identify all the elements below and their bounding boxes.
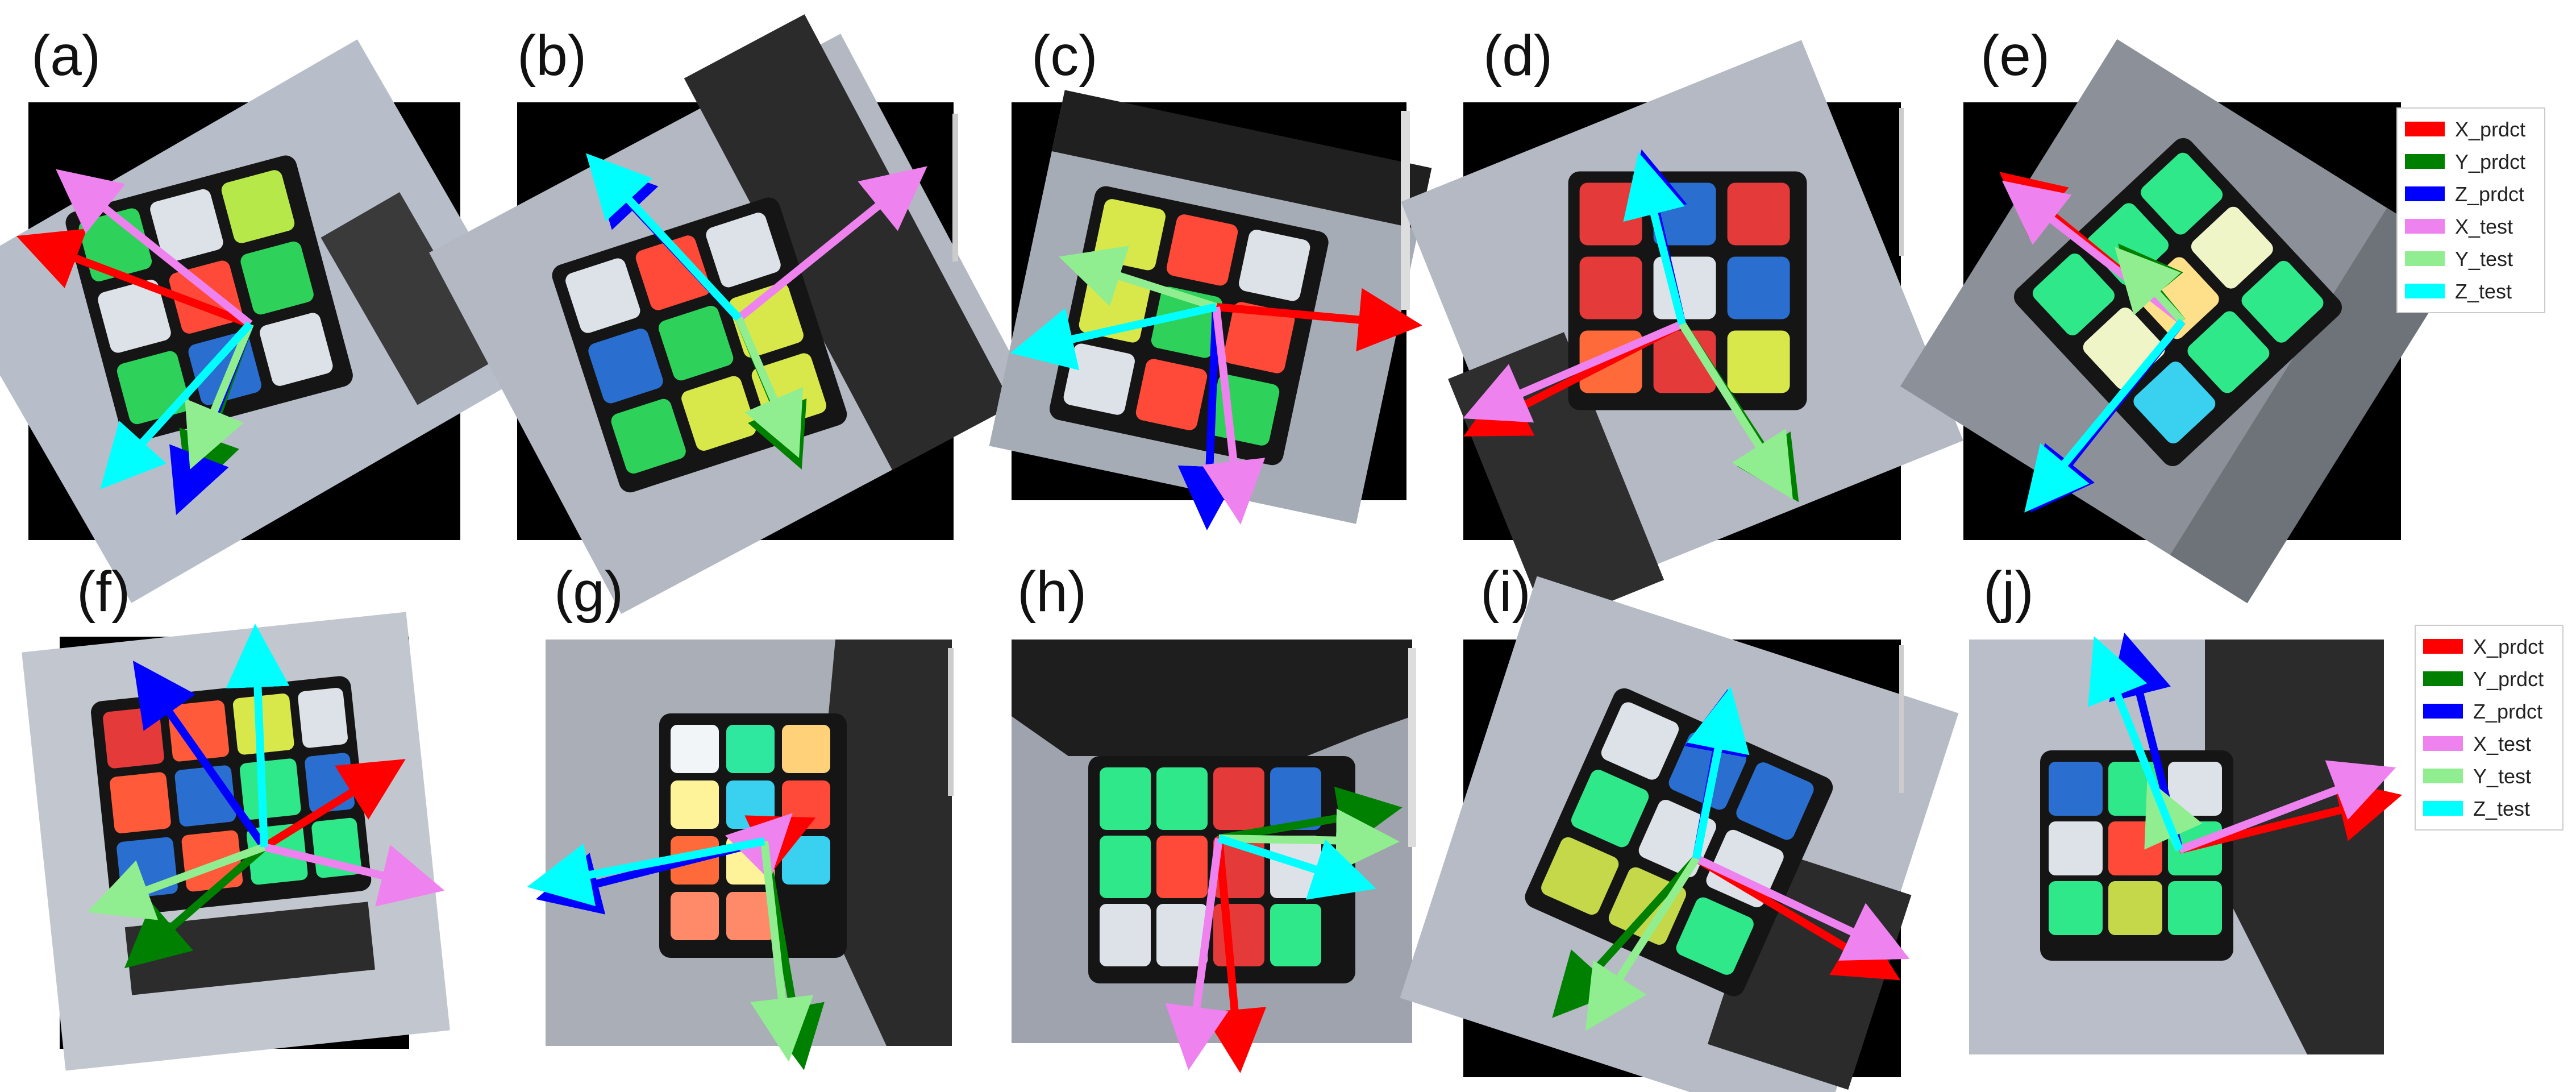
panel-label-g: (g) — [554, 560, 623, 624]
arrow-z-test — [100, 321, 253, 489]
legend-entry: Z_test — [2405, 280, 2512, 303]
panel-e: (e) — [1900, 24, 2465, 604]
panel-b: (b) — [429, 14, 1033, 614]
svg-text:Y_prdct: Y_prdct — [2455, 150, 2525, 173]
svg-text:X_prdct: X_prdct — [2455, 118, 2525, 141]
panel-c: (c) — [989, 24, 1432, 530]
svg-text:Y_test: Y_test — [2473, 765, 2531, 788]
legend-entry: Z_prdct — [2405, 182, 2524, 206]
panel-a: (a) — [0, 24, 545, 603]
panel-label-b: (b) — [517, 24, 586, 88]
panel-g: (g) — [527, 560, 954, 1070]
svg-text:Y_test: Y_test — [2455, 247, 2513, 271]
arrow-x-prdct — [16, 229, 252, 328]
legend-bottom: X_prdct Y_prdct Z_prdct X_test Y_test Z_… — [2415, 625, 2563, 831]
panel-label-e: (e) — [1980, 24, 2050, 88]
panel-i: (i) — [1400, 560, 1959, 1092]
panel-label-a: (a) — [31, 24, 101, 88]
svg-text:Z_test: Z_test — [2455, 280, 2512, 303]
panel-label-i: (i) — [1480, 560, 1531, 624]
panel-j: (j) — [1969, 560, 2403, 1054]
rubiks-cube — [65, 155, 353, 443]
panel-label-c: (c) — [1031, 24, 1098, 88]
legend-entry: X_test — [2405, 215, 2513, 238]
svg-text:X_test: X_test — [2473, 732, 2531, 755]
panel-label-f: (f) — [77, 560, 130, 624]
legend-top: X_prdct Y_prdct Z_prdct X_test Y_test Z_… — [2396, 107, 2545, 313]
panel-label-d: (d) — [1483, 24, 1553, 88]
panel-f: (f) — [22, 560, 450, 1071]
svg-text:Y_prdct: Y_prdct — [2473, 667, 2544, 691]
arrow-x-test — [56, 169, 253, 327]
arrow-y-test — [185, 322, 254, 470]
panel-d: (d) — [1401, 24, 1963, 627]
svg-text:Z_prdct: Z_prdct — [2455, 182, 2524, 206]
pose-arrows — [16, 169, 254, 516]
legend-entry: X_prdct — [2405, 118, 2525, 141]
panel-label-j: (j) — [1983, 560, 2034, 624]
legend-entry: Y_prdct — [2405, 150, 2525, 173]
panel-label-h: (h) — [1017, 560, 1087, 624]
legend-entry: Y_test — [2405, 247, 2513, 271]
svg-text:X_prdct: X_prdct — [2473, 635, 2544, 658]
svg-text:X_test: X_test — [2455, 215, 2513, 238]
svg-text:Z_test: Z_test — [2473, 797, 2530, 820]
svg-text:Z_prdct: Z_prdct — [2473, 700, 2542, 723]
panel-h: (h) — [1012, 560, 1416, 1073]
